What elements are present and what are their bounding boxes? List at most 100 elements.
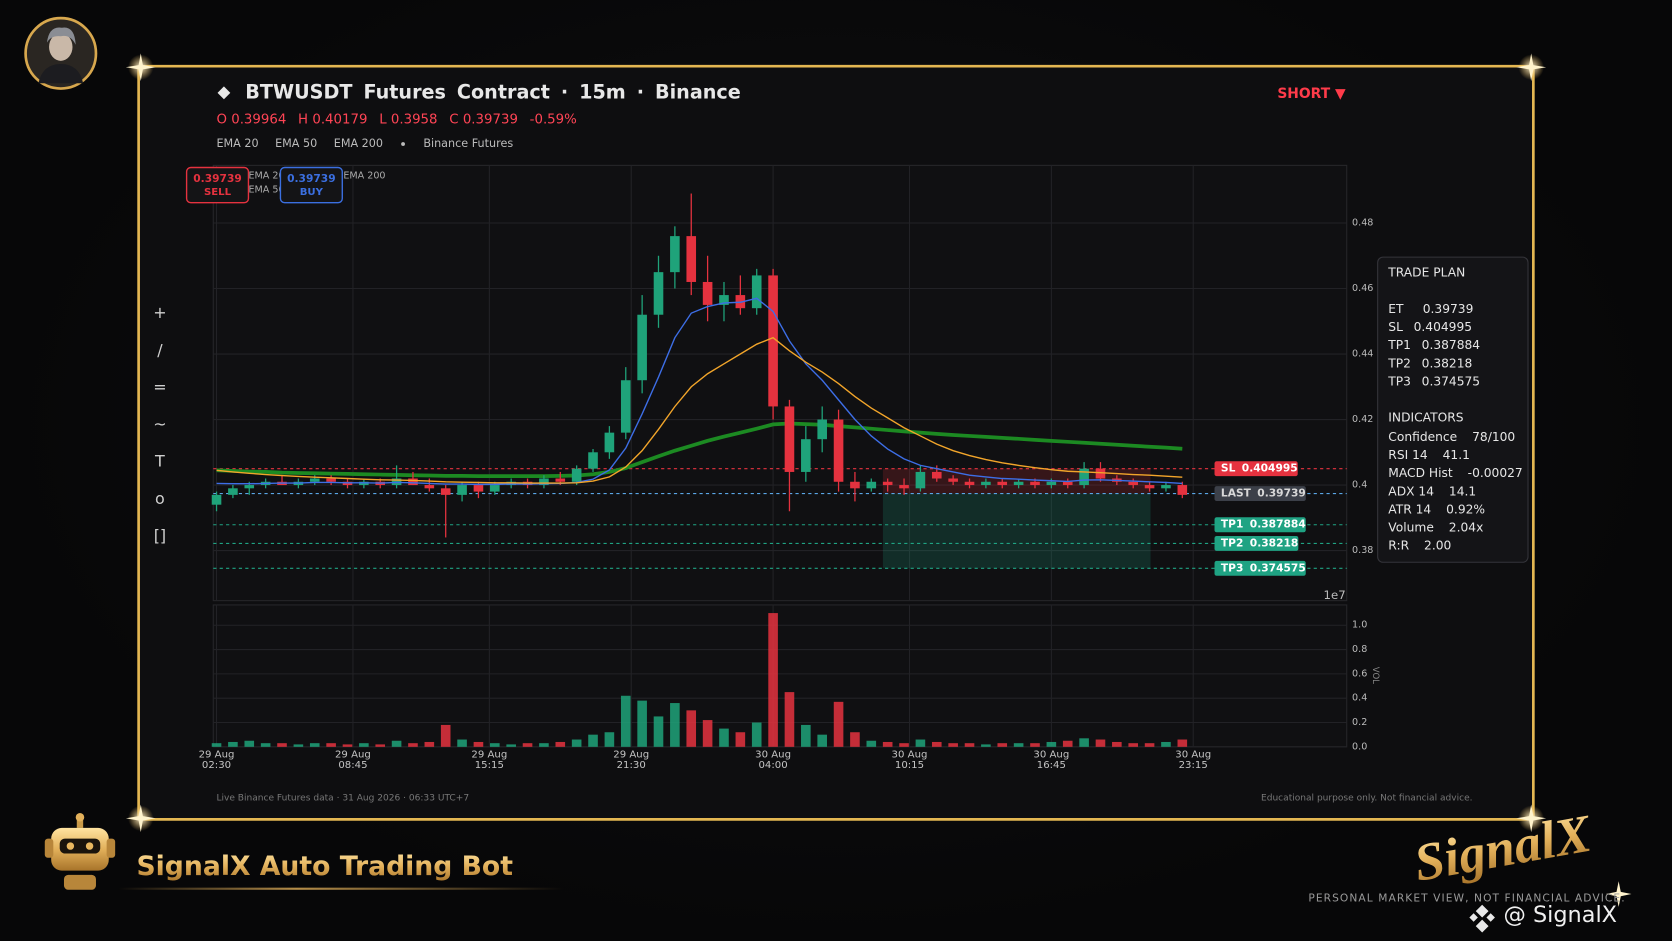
candle-body <box>850 481 860 489</box>
title-icon <box>217 86 231 100</box>
volume-bar <box>408 743 418 747</box>
volume-bar <box>506 744 516 747</box>
price-panel <box>212 164 1348 602</box>
level-tag: SL 0.404995 <box>1221 462 1298 475</box>
volume-bar <box>1030 743 1040 747</box>
volume-bar <box>801 724 811 747</box>
side-label: SHORT ▼ <box>1277 86 1346 102</box>
volume-bar <box>1128 743 1139 747</box>
level-name: SL <box>1221 462 1236 475</box>
ohlc-line: O 0.39964 H 0.40179 L 0.3958 C 0.39739 -0.59% <box>216 112 576 127</box>
volume-bar <box>1161 741 1171 747</box>
candle-body <box>882 481 893 486</box>
plan-label: ADX 14 <box>1388 484 1434 498</box>
volume-bar <box>620 695 631 747</box>
quote-badge <box>185 166 250 204</box>
plan-label: ET <box>1388 302 1404 316</box>
volume-bar <box>882 741 893 747</box>
volume-bar <box>588 734 598 747</box>
toolbar-button[interactable]: + <box>153 303 166 322</box>
volume-bar <box>768 613 778 747</box>
volume-bar <box>1013 743 1024 747</box>
toolbar-button[interactable]: / <box>157 340 163 359</box>
candle-body <box>784 406 795 472</box>
candle-body <box>751 275 762 309</box>
y2-tick-label: 0.0 <box>1352 741 1367 752</box>
candle-body <box>228 488 238 495</box>
candle-body <box>588 452 598 469</box>
volume-bar <box>571 739 582 747</box>
ohlc-value: 0.3958 <box>391 112 438 127</box>
plan-value: 0.374575 <box>1422 374 1480 388</box>
toolbar-button[interactable]: T <box>154 452 165 471</box>
candle-body <box>686 236 697 282</box>
y-tick-label: 0.42 <box>1352 414 1373 425</box>
toolbar-button[interactable]: = <box>153 377 166 396</box>
level-tag-box <box>1214 535 1299 551</box>
candle-body <box>424 485 435 489</box>
volume-bar <box>1177 739 1188 747</box>
volume-bar <box>670 703 680 747</box>
candle-body <box>571 468 582 482</box>
x-tick-label: 29 Aug 08:45 <box>334 748 371 772</box>
reward-zone <box>882 493 1151 569</box>
plan-label: TP1 <box>1387 338 1411 352</box>
y-tick-label: 0.44 <box>1352 349 1373 360</box>
quote-value: 0.39739 <box>287 172 336 185</box>
volume-bar <box>555 741 566 747</box>
volume-bar <box>686 710 697 747</box>
candle-body <box>670 236 680 273</box>
y2-tick-label: 0.4 <box>1352 693 1367 704</box>
candle-body <box>1079 468 1089 486</box>
candle-body <box>931 471 942 479</box>
volume-bar <box>702 720 713 747</box>
avatar <box>24 16 98 90</box>
toolbar-button[interactable]: ~ <box>153 415 166 434</box>
x-tick-label: 30 Aug 23:15 <box>1175 748 1212 772</box>
toolbar-button[interactable]: [] <box>154 526 166 545</box>
plan-title: INDICATORS <box>1388 411 1463 425</box>
volume-bar <box>260 743 271 747</box>
volume-bar <box>981 744 991 747</box>
plan-value: 0.39739 <box>1423 302 1474 316</box>
brand-disclaimer: PERSONAL MARKET VIEW, NOT FINANCIAL ADVI… <box>1308 891 1625 904</box>
volume-panel <box>212 604 1348 748</box>
candle-body <box>637 314 647 381</box>
volume-bar <box>293 744 304 747</box>
volume-bar <box>948 743 958 747</box>
candle-body <box>457 485 467 495</box>
ohlc-label: L <box>379 112 387 127</box>
level-tag-box <box>1214 560 1306 576</box>
volume-bar <box>277 743 287 747</box>
quote-badge <box>279 166 343 204</box>
candle-body <box>866 481 877 489</box>
plan-value: -0.00027 <box>1468 466 1523 480</box>
volume-bar <box>751 722 762 747</box>
plan-label: MACD Hist <box>1388 466 1453 480</box>
brand-underline <box>117 887 566 890</box>
volume-bar <box>424 741 435 747</box>
candle-body <box>244 485 255 489</box>
quote-label: BUY <box>300 187 324 198</box>
plan-value: 2.04x <box>1449 521 1484 535</box>
candle-body <box>1062 481 1073 486</box>
volume-bar <box>1095 739 1106 747</box>
volume-bar <box>833 701 844 747</box>
legend-separator <box>401 142 405 146</box>
plan-label: Volume <box>1388 521 1434 535</box>
y-tick-label: 0.38 <box>1352 545 1373 556</box>
volume-bar <box>359 743 369 747</box>
volume-bar <box>1144 743 1155 747</box>
candle-body <box>1046 481 1057 486</box>
toolbar-button[interactable]: o <box>155 489 165 508</box>
volume-bar <box>522 743 533 747</box>
volume-bar <box>211 743 222 747</box>
plan-title: TRADE PLAN <box>1387 266 1465 280</box>
plan-value: 0.92% <box>1446 502 1485 516</box>
x-tick-label: 30 Aug 10:15 <box>891 748 928 772</box>
plan-value: 0.387884 <box>1422 338 1481 352</box>
volume-bar <box>915 739 926 747</box>
ohlc-value: 0.39964 <box>231 112 286 127</box>
